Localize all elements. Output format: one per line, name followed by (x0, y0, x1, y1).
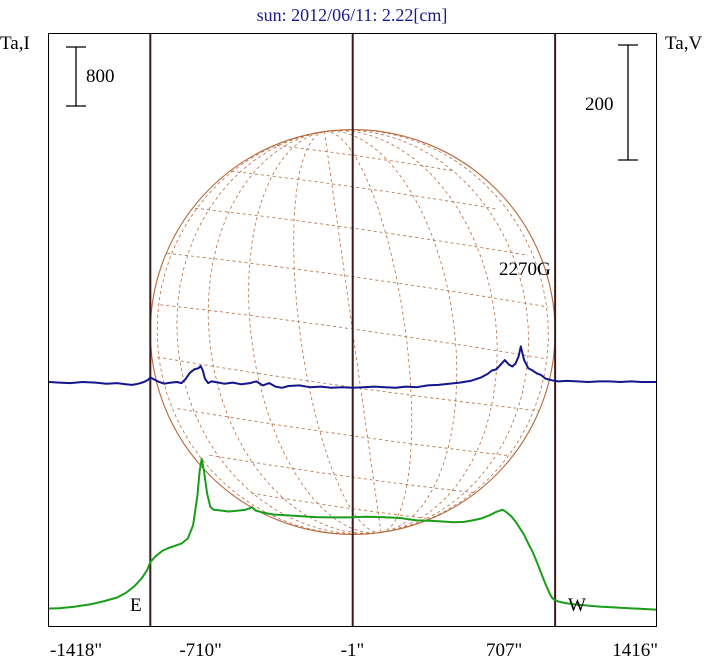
x-tick-label: 1416" (612, 640, 658, 661)
latitude-line (166, 252, 549, 308)
left-scale-bar-label: 800 (86, 66, 115, 87)
right-axis-label: Ta,V (665, 33, 702, 54)
longitude-line (293, 131, 382, 533)
x-tick-label: -1418" (50, 640, 102, 661)
longitude-line (324, 130, 458, 533)
x-tick-label: 707" (486, 640, 522, 661)
right-scale-bar (618, 44, 638, 161)
longitude-line (176, 131, 382, 535)
longitude-line (324, 131, 413, 533)
left-scale-bar (66, 46, 86, 107)
latitude-line (209, 454, 475, 494)
x-axis-ticks: -1418" -710" -1" 707" 1416" (50, 640, 658, 661)
series-line-V (48, 345, 656, 389)
east-limb-label: E (130, 595, 142, 616)
latitude-line (231, 170, 496, 210)
longitude-line (324, 129, 530, 533)
right-scale-bar-label: 200 (585, 94, 614, 115)
reference-lines (149, 34, 557, 626)
latitude-line (276, 145, 454, 172)
latitude-line (157, 356, 539, 412)
x-tick-label: -710" (179, 640, 222, 661)
longitude-line (324, 130, 498, 533)
longitude-line (156, 131, 382, 535)
series-line-I (48, 457, 657, 611)
left-axis-label: Ta,I (0, 33, 30, 54)
latitude-line (177, 408, 511, 457)
longitude-line (248, 131, 382, 534)
x-tick-label: -1" (341, 640, 365, 661)
series-group (48, 345, 657, 611)
longitude-line (324, 129, 549, 533)
field-annotation: 2270G (499, 259, 551, 280)
west-limb-label: W (568, 595, 586, 616)
latitude-line (194, 207, 529, 256)
chart-title: sun: 2012/06/11: 2.22[cm] (257, 5, 448, 25)
plot-frame (48, 33, 657, 627)
